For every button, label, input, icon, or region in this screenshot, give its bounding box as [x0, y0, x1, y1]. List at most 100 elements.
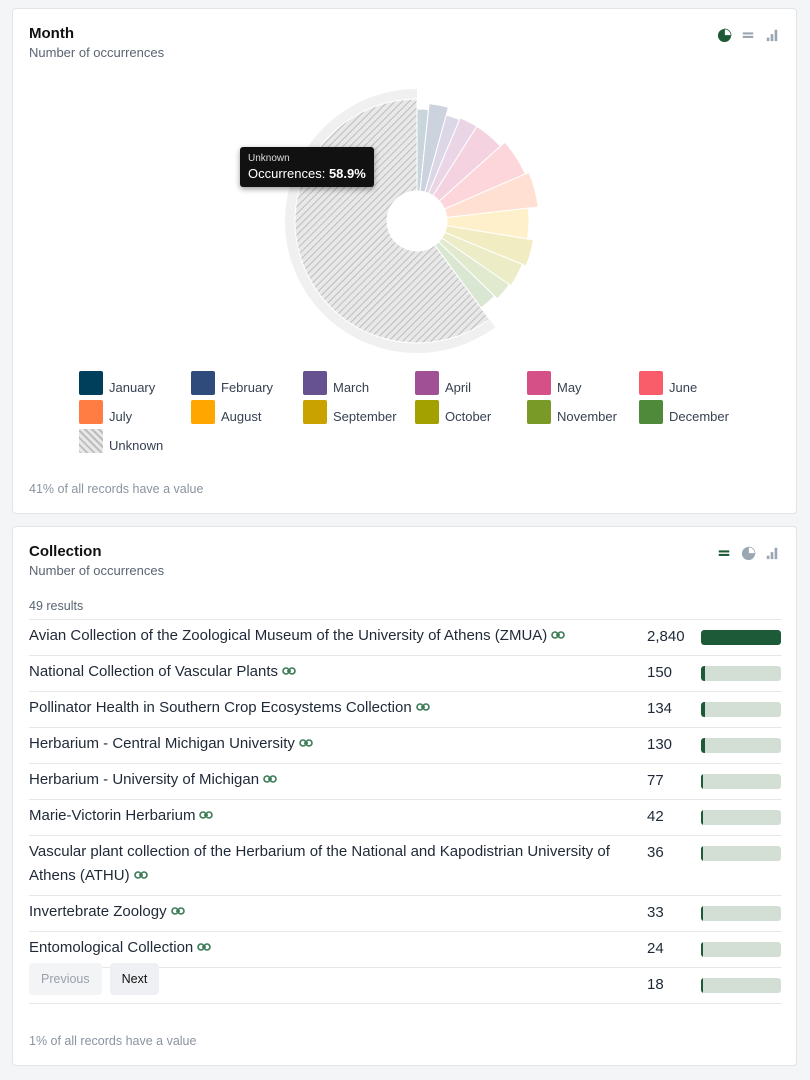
legend-label: May: [557, 380, 582, 395]
table-row[interactable]: Herbarium - Central Michigan University 1…: [29, 728, 782, 765]
link-icon[interactable]: [263, 768, 277, 792]
row-count: 42: [647, 808, 664, 826]
table-row[interactable]: Herbarium - University of Michigan 77: [29, 764, 782, 801]
tooltip-value: 58.9%: [328, 166, 366, 181]
legend-item[interactable]: September: [303, 400, 415, 424]
card-title: Month: [29, 25, 74, 42]
row-label[interactable]: Herbarium - University of Michigan: [29, 768, 629, 792]
table-row[interactable]: Invertebrate Zoology 33: [29, 896, 782, 933]
legend-item[interactable]: December: [639, 400, 751, 424]
row-bar: [701, 846, 781, 862]
row-count: 18: [647, 976, 664, 994]
link-icon[interactable]: [199, 804, 214, 828]
row-label[interactable]: Herbarium - Central Michigan University: [29, 732, 629, 756]
legend-item[interactable]: November: [527, 400, 639, 424]
collection-name[interactable]: Herbarium - Central Michigan University: [29, 735, 295, 753]
results-count: 49 results: [29, 599, 84, 613]
row-count: 77: [647, 772, 664, 790]
collection-name[interactable]: Entomological Collection: [29, 939, 194, 957]
table-row[interactable]: National Collection of Vascular Plants 15…: [29, 656, 782, 693]
row-count: 130: [647, 736, 673, 754]
chart-legend: January February March April May June July Augu…: [79, 371, 759, 453]
pie-tooltip: Unknown Occurrences: 58.9%: [240, 147, 374, 187]
row-label[interactable]: Entomological Collection: [29, 936, 629, 960]
legend-swatch: [79, 371, 103, 395]
bar-chart-icon[interactable]: [764, 27, 780, 43]
legend-item[interactable]: July: [79, 400, 191, 424]
legend-swatch: [415, 371, 439, 395]
row-label[interactable]: Avian Collection of the Zoological Museu…: [29, 624, 629, 648]
legend-item[interactable]: October: [415, 400, 527, 424]
collection-name[interactable]: Avian Collection of the Zoological Museu…: [29, 627, 548, 644]
tooltip-metric: Occurrences:: [248, 166, 326, 181]
legend-item[interactable]: April: [415, 371, 527, 395]
legend-label: April: [445, 380, 472, 395]
legend-label: June: [669, 380, 698, 395]
row-label[interactable]: Marie-Victorin Herbarium: [29, 804, 629, 828]
table-row[interactable]: Marie-Victorin Herbarium 42: [29, 800, 782, 837]
row-label[interactable]: Invertebrate Zoology: [29, 900, 629, 924]
pie-chart-icon[interactable]: [716, 27, 732, 43]
legend-label: Unknown: [109, 438, 164, 453]
bar-chart-icon[interactable]: [764, 545, 780, 561]
row-bar-fill: [701, 630, 781, 645]
legend-swatch: [191, 400, 215, 424]
tooltip-label: Unknown: [248, 153, 290, 164]
previous-button[interactable]: Previous: [29, 963, 102, 995]
legend-item[interactable]: Unknown: [79, 429, 191, 453]
legend-label: January: [109, 380, 156, 395]
link-icon[interactable]: [415, 696, 430, 720]
link-icon[interactable]: [133, 864, 148, 888]
legend-swatch: [79, 429, 103, 453]
row-count: 33: [647, 904, 664, 922]
table-row[interactable]: Vascular plant collection of the Herbari…: [29, 836, 782, 897]
link-icon[interactable]: [170, 900, 185, 924]
row-label[interactable]: Vascular plant collection of the Herbari…: [29, 840, 629, 888]
row-bar-fill: [701, 810, 704, 826]
collection-name[interactable]: Pollinator Health in Southern Crop Ecosy…: [29, 699, 412, 717]
legend-item[interactable]: January: [79, 371, 191, 395]
row-label[interactable]: National Collection of Vascular Plants: [29, 660, 629, 684]
link-icon[interactable]: [197, 936, 212, 960]
row-count: 2,840: [647, 628, 685, 645]
legend-label: July: [109, 409, 133, 424]
collection-name[interactable]: Marie-Victorin Herbarium: [29, 807, 196, 825]
row-bar: [701, 774, 781, 790]
card-subtitle: Number of occurrences: [29, 45, 165, 60]
collection-name[interactable]: Vascular plant collection of the Herbari…: [29, 843, 610, 885]
table-row[interactable]: Entomological Collection 24: [29, 932, 782, 969]
next-button[interactable]: Next: [109, 963, 160, 995]
legend-label: August: [221, 409, 262, 424]
list-icon[interactable]: [740, 27, 756, 43]
link-icon[interactable]: [551, 624, 566, 648]
table-row[interactable]: Avian Collection of the Zoological Museu…: [29, 620, 782, 657]
legend-label: February: [221, 380, 274, 395]
link-icon[interactable]: [282, 660, 296, 684]
table-row[interactable]: Pollinator Health in Southern Crop Ecosy…: [29, 692, 782, 729]
legend-item[interactable]: August: [191, 400, 303, 424]
row-count: 134: [647, 700, 673, 718]
legend-swatch: [639, 371, 663, 395]
legend-swatch: [303, 400, 327, 424]
legend-item[interactable]: February: [191, 371, 303, 395]
row-bar: [701, 978, 781, 994]
card-subtitle: Number of occurrences: [29, 563, 165, 578]
pie-chart-icon[interactable]: [740, 545, 756, 561]
month-pie-chart[interactable]: [13, 9, 798, 369]
legend-swatch: [303, 371, 327, 395]
list-icon[interactable]: [716, 545, 732, 561]
collection-card: Collection Number of occurrences 49 resu…: [12, 526, 797, 1066]
legend-item[interactable]: May: [527, 371, 639, 395]
legend-item[interactable]: June: [639, 371, 751, 395]
coverage-note: 41% of all records have a value: [29, 482, 204, 496]
row-bar: [701, 942, 781, 958]
link-icon[interactable]: [299, 732, 313, 756]
collection-name[interactable]: Invertebrate Zoology: [29, 903, 167, 921]
legend-swatch: [527, 371, 551, 395]
row-bar-fill: [701, 942, 704, 958]
row-label[interactable]: Pollinator Health in Southern Crop Ecosy…: [29, 696, 629, 720]
collection-name[interactable]: Herbarium - University of Michigan: [29, 771, 260, 789]
legend-swatch: [639, 400, 663, 424]
legend-item[interactable]: March: [303, 371, 415, 395]
collection-name[interactable]: National Collection of Vascular Plants: [29, 663, 279, 681]
